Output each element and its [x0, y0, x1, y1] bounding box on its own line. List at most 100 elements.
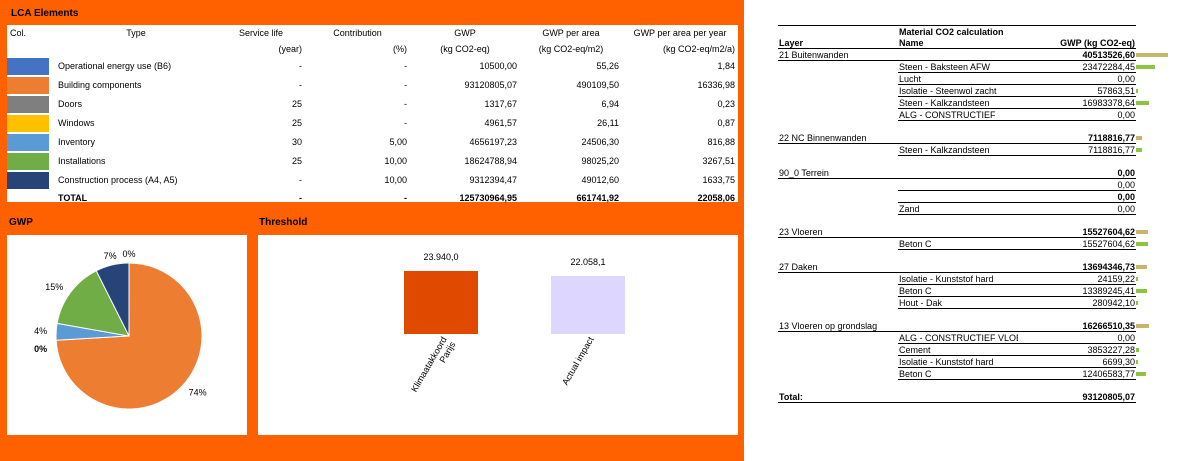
material-name: Steen - Baksteen AFW [898, 60, 1018, 73]
material-row: Hout - Dak 280942,10 [778, 296, 1176, 309]
color-swatch [7, 134, 49, 151]
header-layer: Layer [778, 37, 898, 49]
layer-row: 23 Vloeren 15527604,62 [778, 226, 1176, 238]
layer-gwp-bar [1136, 264, 1147, 269]
material-gwp: 280942,10 [1018, 296, 1137, 309]
threshold-value-label: 22.058,1 [570, 257, 605, 267]
type-cell: Building components [58, 80, 142, 90]
pie-slice-label: 15% [45, 282, 63, 292]
service-life-cell: 25 [291, 156, 302, 166]
color-swatch-cell [7, 76, 55, 95]
lca-elements-table: Col. Type Service life Contribution GWP … [7, 25, 738, 207]
material-total-label: Total: [778, 391, 898, 403]
col-header-service-life: Service life [238, 27, 283, 38]
material-gwp: 0,00 [1018, 178, 1137, 191]
lca-row: Installations 25 10,00 18624788,94 98025,20 3… [7, 152, 738, 171]
service-life-cell: 25 [291, 99, 302, 109]
pie-slice-label: 74% [189, 387, 207, 397]
material-name: Isolatie - Kunststof hard [898, 272, 1018, 285]
col-header-gwp-per-area: GWP per area [542, 27, 600, 38]
material-gwp-bar [1136, 276, 1139, 281]
gwp-per-area-year-cell: 3267,51 [702, 156, 735, 166]
material-gwp-bar [1136, 88, 1139, 93]
col-header-contribution: Contribution [333, 27, 382, 38]
material-gwp-bar-cell [1136, 238, 1176, 250]
material-gwp-bar-cell [1136, 191, 1176, 203]
threshold-bar [404, 271, 478, 334]
material-name: Beton C [898, 367, 1018, 380]
layer-gwp-bar-cell [1136, 320, 1176, 332]
material-name: Cement [898, 343, 1018, 356]
material-layer-blank [778, 344, 898, 356]
contribution-cell: - [404, 118, 407, 128]
material-title: Material CO2 calculation [898, 25, 1137, 37]
gwp-per-area-year-cell: 1633,75 [702, 175, 735, 185]
material-name: Lucht [898, 72, 1018, 85]
material-gwp: 0,00 [1018, 202, 1137, 215]
material-row: Beton C 13389245,41 [778, 284, 1176, 297]
layer-name: 90_0 Terrein [778, 167, 898, 179]
material-gwp-bar [1136, 147, 1142, 152]
material-row: 0,00 [778, 178, 1176, 191]
pie-slice-label: 0% [34, 344, 47, 354]
material-gwp: 12406583,77 [1018, 367, 1137, 380]
material-row: Steen - Kalkzandsteen 16983378,64 [778, 96, 1176, 109]
material-gwp-bar [1136, 300, 1139, 305]
pie-slice [56, 270, 130, 337]
color-swatch [7, 96, 49, 113]
material-layer-blank [778, 179, 898, 191]
layer-name: 22 NC Binnenwanden [778, 132, 898, 144]
gwp-cell: 1317,67 [484, 99, 517, 109]
gwp-chart-title: GWP [9, 217, 33, 228]
unit-gwp: (kg CO2-eq) [440, 43, 490, 54]
layer-total: 15527604,62 [1018, 226, 1137, 238]
material-row: Zand 0,00 [778, 202, 1176, 215]
material-gwp-bar [1136, 100, 1150, 105]
contribution-cell: 10,00 [384, 156, 407, 166]
material-title-row: Material CO2 calculation [778, 25, 1176, 37]
material-name: Hout - Dak [898, 296, 1018, 309]
color-swatch-cell [7, 114, 55, 133]
type-cell: Inventory [58, 137, 96, 147]
total-swatch-cell [7, 190, 55, 207]
service-life-cell: - [299, 61, 302, 71]
material-total-row: Total: 93120805,07 [778, 391, 1176, 403]
layer-row: 90_0 Terrein 0,00 [778, 167, 1176, 179]
material-layer-blank [778, 297, 898, 309]
material-gwp-bar [1136, 359, 1139, 364]
material-co2-panel: Material CO2 calculation Layer Name GWP … [778, 25, 1178, 455]
lca-row: Operational energy use (B6) - - 10500,00 55,… [7, 57, 738, 76]
material-name: Steen - Kalkzandsteen [898, 143, 1018, 156]
header-name: Name [898, 37, 1018, 49]
material-gwp: 3853227,28 [1018, 343, 1137, 356]
material-row: Beton C 15527604,62 [778, 237, 1176, 250]
gwp-pie-panel: 0% 74% 0% 4% 15% 7% [7, 235, 247, 435]
material-name: Zand [898, 202, 1018, 215]
material-layer-blank [778, 273, 898, 285]
color-swatch [7, 115, 49, 132]
color-swatch-cell [7, 57, 55, 76]
material-name [898, 190, 1018, 203]
material-row: Lucht 0,00 [778, 72, 1176, 85]
type-cell: Installations [58, 156, 106, 166]
material-name: ALG - CONSTRUCTIEF [898, 108, 1018, 121]
threshold-value-label: 23.940,0 [423, 252, 458, 262]
unit-contribution: (%) [393, 43, 407, 54]
material-gwp-bar [1136, 288, 1147, 293]
col-header-type: Type [126, 27, 146, 38]
gwp-per-area-cell: 490109,50 [576, 80, 619, 90]
contribution-cell: - [404, 61, 407, 71]
material-layer-blank [778, 61, 898, 73]
layer-total: 16266510,35 [1018, 320, 1137, 332]
material-gwp: 7118816,77 [1018, 143, 1137, 156]
material-gwp: 0,00 [1018, 72, 1137, 85]
total-label: TOTAL [58, 193, 88, 203]
material-gwp: 0,00 [1018, 331, 1137, 344]
unit-type [55, 41, 217, 57]
color-swatch [7, 172, 49, 189]
layer-row: 22 NC Binnenwanden 7118816,77 [778, 132, 1176, 144]
gwp-per-area-cell: 55,26 [596, 61, 619, 71]
type-cell: Windows [58, 118, 95, 128]
group-spacer [778, 215, 1176, 227]
